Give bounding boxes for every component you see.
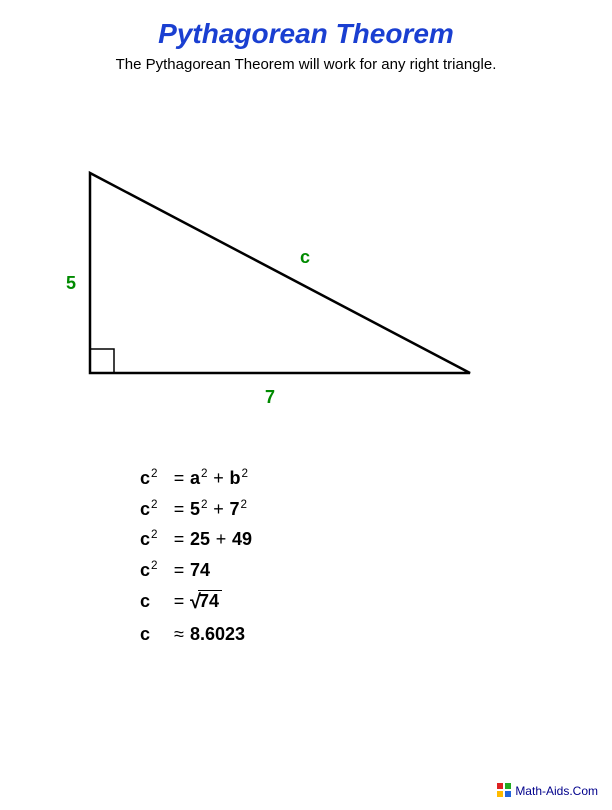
equation-row: c2= 52 + 72	[140, 494, 612, 525]
triangle-svg	[0, 143, 612, 423]
side-a-label: 5	[66, 273, 76, 294]
page-subtitle: The Pythagorean Theorem will work for an…	[0, 56, 612, 73]
footer-text: Math-Aids.Com	[515, 784, 598, 798]
equation-row: c2= 25 + 49	[140, 524, 612, 555]
hypotenuse-label: c	[300, 247, 310, 268]
equation-row: c2= a2 + b2	[140, 463, 612, 494]
equation-row: c≈ 8.6023	[140, 619, 612, 650]
equations-block: c2= a2 + b2 c2= 52 + 72 c2= 25 + 49 c2= …	[140, 463, 612, 650]
side-b-label: 7	[265, 387, 275, 408]
page-title: Pythagorean Theorem	[0, 18, 612, 50]
equation-row: c=√74	[140, 585, 612, 619]
triangle-diagram: 5 7 c	[0, 143, 612, 423]
equation-row: c2= 74	[140, 555, 612, 586]
